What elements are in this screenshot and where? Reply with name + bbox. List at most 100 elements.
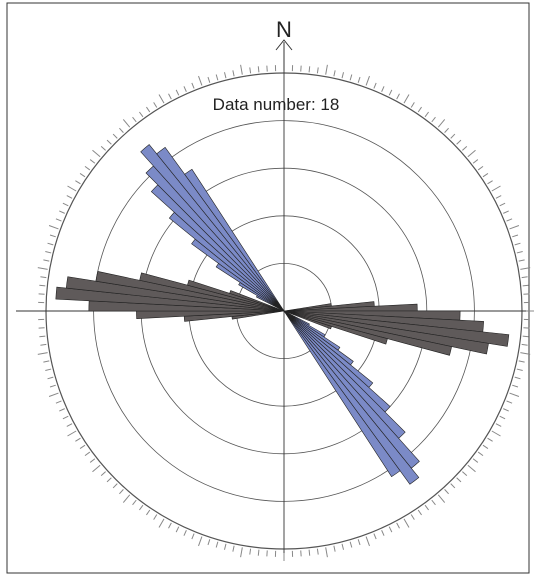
degree-tick	[79, 444, 86, 449]
degree-tick	[132, 116, 137, 123]
degree-tick	[249, 67, 252, 74]
degree-tick	[431, 499, 436, 506]
degree-tick	[183, 86, 187, 92]
degree-tick	[333, 70, 336, 77]
degree-tick	[477, 451, 484, 456]
degree-tick	[521, 343, 528, 346]
degree-tick	[62, 202, 69, 207]
degree-tick	[424, 111, 429, 118]
degree-tick	[456, 477, 462, 483]
petals	[55, 144, 510, 485]
degree-tick	[520, 267, 531, 270]
degree-tick	[49, 384, 56, 388]
degree-tick	[365, 75, 370, 86]
degree-tick	[516, 368, 523, 371]
degree-tick	[92, 464, 101, 473]
degree-tick	[472, 159, 479, 164]
degree-tick	[514, 242, 521, 246]
degree-tick	[509, 225, 520, 230]
north-arrow-icon	[275, 39, 293, 70]
degree-tick	[43, 259, 50, 262]
degree-tick	[198, 536, 203, 547]
degree-tick	[514, 376, 521, 380]
degree-tick	[521, 276, 528, 279]
degree-tick	[333, 545, 336, 552]
degree-tick	[450, 133, 456, 139]
degree-tick	[482, 444, 489, 449]
degree-tick	[89, 458, 96, 463]
degree-tick	[518, 259, 525, 262]
north-label: N	[276, 17, 292, 42]
degree-tick	[45, 251, 52, 254]
degree-tick	[424, 504, 429, 511]
degree-tick	[106, 139, 112, 145]
degree-tick	[341, 543, 344, 550]
degree-tick	[240, 547, 243, 558]
degree-tick	[139, 504, 144, 511]
degree-tick	[450, 483, 456, 489]
degree-tick	[396, 93, 400, 100]
degree-tick	[516, 251, 523, 254]
degree-tick	[47, 376, 54, 380]
degree-tick	[512, 234, 519, 238]
degree-tick	[66, 423, 73, 427]
degree-tick	[146, 509, 151, 516]
degree-tick	[66, 195, 73, 199]
degree-tick	[79, 173, 86, 178]
degree-tick	[462, 146, 468, 151]
degree-tick	[67, 430, 77, 437]
degree-tick	[47, 242, 54, 246]
degree-tick	[506, 400, 513, 404]
degree-tick	[215, 541, 219, 548]
degree-tick	[373, 82, 377, 89]
degree-tick	[207, 76, 211, 83]
degree-tick	[325, 547, 328, 558]
degree-tick	[92, 149, 101, 158]
degree-tick	[122, 119, 131, 128]
degree-tick	[49, 234, 56, 238]
degree-tick	[45, 368, 52, 371]
degree-ticks	[34, 61, 534, 561]
degree-tick	[499, 415, 506, 420]
degree-tick	[132, 499, 137, 506]
degree-tick	[119, 127, 124, 133]
degree-tick	[456, 139, 462, 145]
degree-tick	[357, 539, 361, 546]
degree-tick	[175, 89, 180, 96]
degree-tick	[444, 127, 449, 133]
petal-bin	[283, 310, 420, 485]
degree-tick	[158, 94, 165, 104]
degree-tick	[39, 284, 46, 287]
degree-tick	[62, 415, 69, 420]
degree-tick	[482, 173, 489, 178]
degree-tick	[37, 352, 48, 355]
degree-tick	[224, 72, 227, 79]
degree-tick	[207, 539, 211, 546]
degree-tick	[491, 185, 501, 192]
petal-bin	[283, 310, 401, 478]
degree-tick	[388, 526, 393, 533]
degree-tick	[191, 82, 195, 89]
petal-series	[55, 271, 510, 356]
petal-bin	[229, 290, 285, 312]
degree-tick	[520, 352, 531, 355]
degree-tick	[191, 533, 195, 540]
degree-tick	[417, 509, 422, 516]
degree-tick	[224, 543, 227, 550]
degree-tick	[112, 483, 118, 489]
petal-series	[140, 144, 420, 485]
petal-bin	[283, 310, 332, 330]
degree-tick	[316, 67, 319, 74]
degree-tick	[396, 522, 400, 529]
degree-tick	[381, 530, 385, 536]
degree-tick	[100, 146, 106, 151]
degree-tick	[308, 66, 311, 73]
degree-tick	[240, 64, 243, 75]
petal-bin	[184, 168, 285, 312]
degree-tick	[40, 276, 47, 279]
degree-tick	[522, 284, 529, 287]
degree-tick	[146, 106, 151, 113]
degree-tick	[75, 437, 81, 442]
degree-tick	[437, 494, 446, 503]
